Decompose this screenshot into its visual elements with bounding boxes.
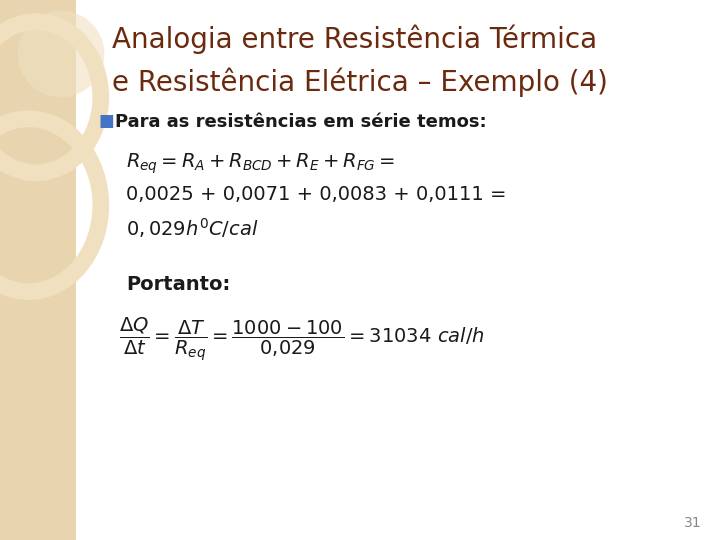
Text: $\dfrac{\Delta Q}{\Delta t} = \dfrac{\Delta T}{R_{eq}} = \dfrac{1000 - 100}{0{,}: $\dfrac{\Delta Q}{\Delta t} = \dfrac{\De… [119,316,485,363]
Text: Para as resistências em série temos:: Para as resistências em série temos: [115,113,487,131]
Text: $0,029h^0C/cal$: $0,029h^0C/cal$ [126,216,258,240]
Text: 0,0025 + 0,0071 + 0,0083 + 0,0111 =: 0,0025 + 0,0071 + 0,0083 + 0,0111 = [126,185,506,204]
Text: Analogia entre Resistência Térmica: Analogia entre Resistência Térmica [112,24,597,54]
Text: 31: 31 [685,516,702,530]
Text: e Resistência Elétrica – Exemplo (4): e Resistência Elétrica – Exemplo (4) [112,68,608,97]
Text: Portanto:: Portanto: [126,275,230,294]
Ellipse shape [18,11,104,97]
Text: ■: ■ [99,112,114,130]
Text: $R_{eq} = R_A + R_{BCD}+ R_E + R_{FG} =$: $R_{eq} = R_A + R_{BCD}+ R_E + R_{FG} =$ [126,151,395,176]
FancyBboxPatch shape [0,0,76,540]
